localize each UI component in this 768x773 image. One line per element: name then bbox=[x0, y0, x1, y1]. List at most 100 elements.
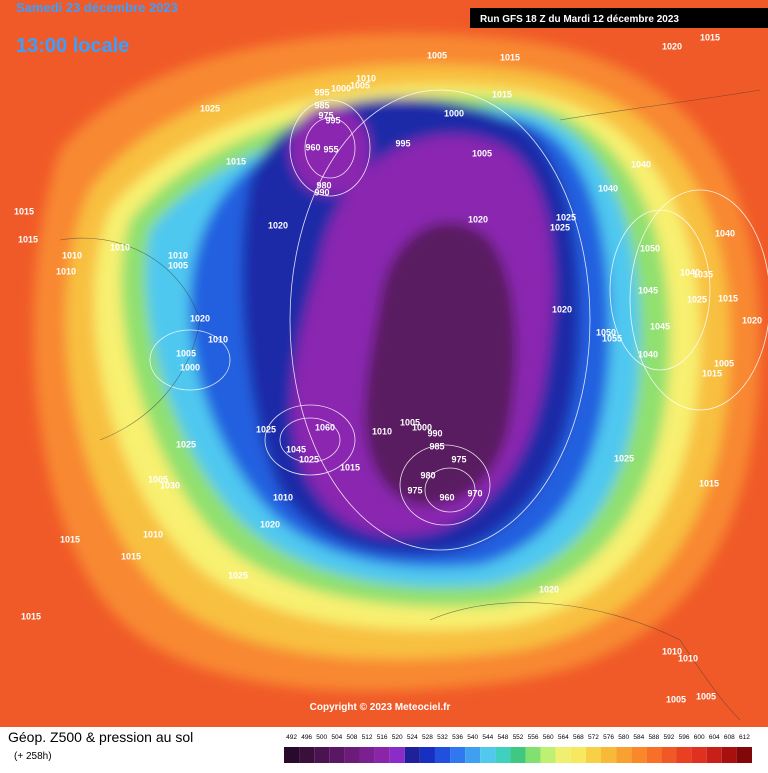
pressure-label: 980 bbox=[420, 470, 435, 480]
colorbar-label: 532 bbox=[437, 734, 448, 741]
pressure-label: 1025 bbox=[556, 212, 576, 222]
pressure-label: 960 bbox=[439, 492, 454, 502]
colorbar-swatch bbox=[450, 747, 466, 763]
pressure-label: 1010 bbox=[56, 266, 76, 276]
pressure-label: 1020 bbox=[539, 584, 559, 594]
colorbar-swatch bbox=[480, 747, 496, 763]
colorbar-label: 608 bbox=[724, 734, 735, 741]
pressure-label: 1000 bbox=[180, 362, 200, 372]
colorbar-label: 540 bbox=[467, 734, 478, 741]
colorbar-label: 552 bbox=[513, 734, 524, 741]
pressure-label: 1025 bbox=[176, 439, 196, 449]
pressure-label: 1005 bbox=[696, 691, 716, 701]
pressure-label: 1010 bbox=[110, 242, 130, 252]
colorbar-label: 592 bbox=[664, 734, 675, 741]
colorbar-label: 512 bbox=[362, 734, 373, 741]
pressure-label: 1015 bbox=[14, 206, 34, 216]
pressure-label: 1015 bbox=[340, 462, 360, 472]
pressure-label: 1015 bbox=[60, 534, 80, 544]
colorbar-label: 584 bbox=[633, 734, 644, 741]
pressure-label: 1020 bbox=[268, 220, 288, 230]
pressure-label: 1005 bbox=[427, 50, 447, 60]
pressure-label: 1035 bbox=[693, 269, 713, 279]
pressure-label: 1025 bbox=[687, 294, 707, 304]
colorbar-label: 576 bbox=[603, 734, 614, 741]
pressure-label: 1010 bbox=[208, 334, 228, 344]
pressure-label: 1015 bbox=[21, 611, 41, 621]
isobars bbox=[149, 89, 768, 551]
pressure-label: 975 bbox=[407, 485, 422, 495]
colorbar-swatch bbox=[510, 747, 526, 763]
colorbar-swatch bbox=[314, 747, 330, 763]
pressure-label: 1050 bbox=[640, 243, 660, 253]
pressure-label: 1025 bbox=[550, 222, 570, 232]
pressure-label: 990 bbox=[314, 187, 329, 197]
pressure-label: 1020 bbox=[742, 315, 762, 325]
pressure-label: 1015 bbox=[718, 293, 738, 303]
pressure-label: 1040 bbox=[680, 267, 700, 277]
colorbar-label: 556 bbox=[528, 734, 539, 741]
colorbar-label: 536 bbox=[452, 734, 463, 741]
pressure-label: 1020 bbox=[552, 304, 572, 314]
colorbar-swatch bbox=[661, 747, 677, 763]
pressure-label: 1015 bbox=[700, 32, 720, 42]
pressure-label: 1045 bbox=[286, 444, 306, 454]
pressure-label: 1015 bbox=[500, 52, 520, 62]
pressure-label: 1005 bbox=[148, 474, 168, 484]
colorbar-label: 604 bbox=[709, 734, 720, 741]
pressure-label: 1015 bbox=[699, 478, 719, 488]
pressure-label: 1010 bbox=[62, 250, 82, 260]
pressure-label: 1000 bbox=[412, 422, 432, 432]
colorbar-swatch bbox=[676, 747, 692, 763]
colorbar-swatch bbox=[344, 747, 360, 763]
pressure-label: 1000 bbox=[331, 83, 351, 93]
colorbar-swatch bbox=[646, 747, 662, 763]
copyright: Copyright © 2023 Meteociel.fr bbox=[310, 702, 451, 713]
pressure-label: 1005 bbox=[472, 148, 492, 158]
colorbar-swatch bbox=[359, 747, 375, 763]
forecast-date: Samedi 23 décembre 2023 bbox=[16, 0, 178, 15]
colorbar-swatch bbox=[299, 747, 315, 763]
pressure-label: 985 bbox=[429, 441, 444, 451]
colorbar-label: 564 bbox=[558, 734, 569, 741]
colorbar-label: 548 bbox=[497, 734, 508, 741]
colorbar-swatch bbox=[736, 747, 752, 763]
pressure-label: 955 bbox=[323, 144, 338, 154]
colorbar-swatch bbox=[434, 747, 451, 763]
colorbar-swatch bbox=[389, 747, 405, 763]
colorbar-swatch bbox=[284, 747, 300, 763]
pressure-label: 1005 bbox=[168, 260, 188, 270]
pressure-label: 1015 bbox=[226, 156, 246, 166]
footer: Géop. Z500 & pression au sol (+ 258h) 49… bbox=[0, 727, 768, 768]
pressure-label: 1050 bbox=[596, 327, 616, 337]
pressure-label: 1005 bbox=[350, 80, 370, 90]
colorbar-swatch bbox=[540, 747, 556, 763]
pressure-label: 1055 bbox=[602, 333, 622, 343]
colorbar-label: 516 bbox=[377, 734, 388, 741]
pressure-label: 1025 bbox=[228, 570, 248, 580]
colorbar-label: 508 bbox=[347, 734, 358, 741]
pressure-label: 1015 bbox=[492, 89, 512, 99]
footer-title: Géop. Z500 & pression au sol bbox=[8, 729, 193, 745]
pressure-label: 990 bbox=[427, 428, 442, 438]
pressure-label: 1020 bbox=[260, 519, 280, 529]
colorbar-label: 524 bbox=[407, 734, 418, 741]
pressure-label: 995 bbox=[314, 87, 329, 97]
colorbar-label: 560 bbox=[543, 734, 554, 741]
colorbar-label: 500 bbox=[316, 734, 327, 741]
colorbar-swatch bbox=[631, 747, 647, 763]
pressure-label: 960 bbox=[305, 142, 320, 152]
colorbar-swatch bbox=[721, 747, 737, 763]
colorbar-label: 544 bbox=[482, 734, 493, 741]
colorbar-swatch bbox=[329, 747, 345, 763]
pressure-label: 1025 bbox=[299, 454, 319, 464]
pressure-label: 1025 bbox=[614, 453, 634, 463]
colorbar-swatch bbox=[419, 747, 435, 763]
colorbar-swatch bbox=[555, 747, 571, 763]
pressure-label: 1060 bbox=[315, 422, 335, 432]
pressure-label: 1020 bbox=[468, 214, 488, 224]
run-box bbox=[470, 8, 768, 28]
pressure-label: 1010 bbox=[143, 529, 163, 539]
